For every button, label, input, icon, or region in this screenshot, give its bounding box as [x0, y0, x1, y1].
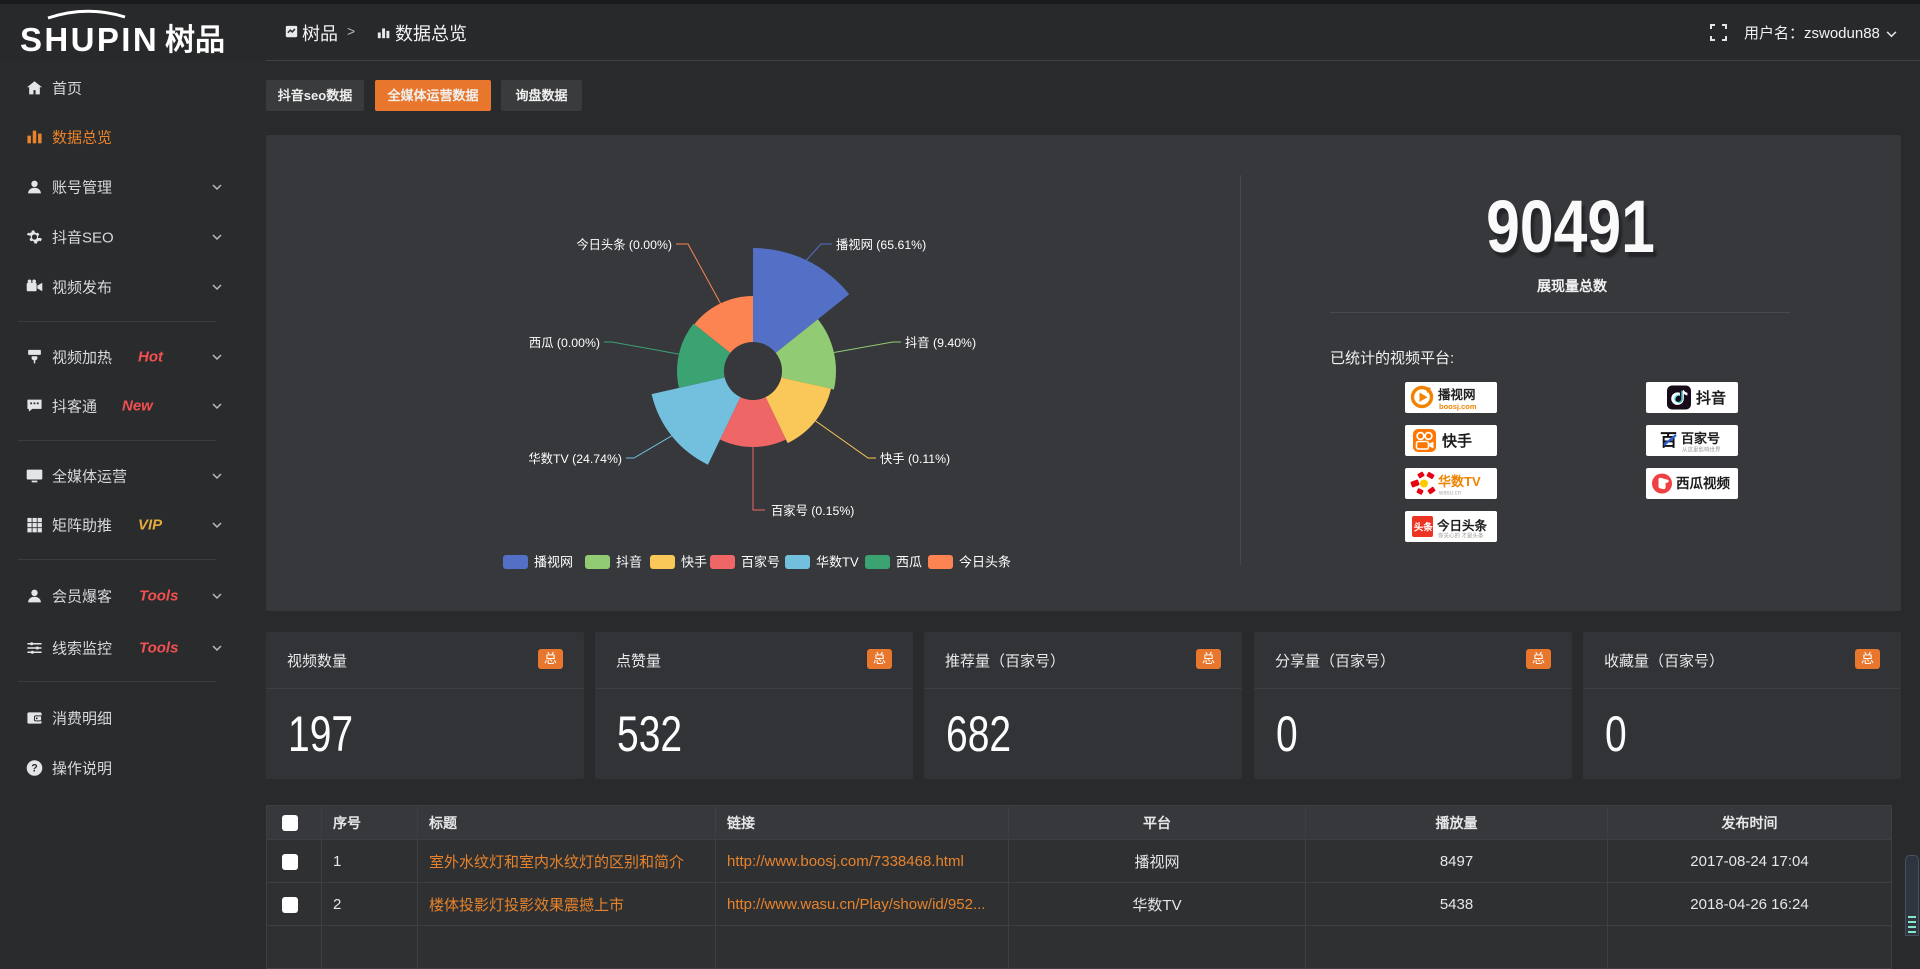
svg-text:播视网 (65.61%): 播视网 (65.61%): [836, 237, 926, 252]
svg-text:boosj.com: boosj.com: [1439, 402, 1477, 411]
svg-text:华数TV (24.74%): 华数TV (24.74%): [528, 451, 622, 466]
svg-text:头条: 头条: [1414, 522, 1434, 534]
svg-text:快手: 快手: [681, 555, 707, 570]
svg-text:播视网: 播视网: [1438, 387, 1476, 402]
svg-text:西瓜: 西瓜: [896, 555, 922, 570]
svg-text:wasu.cn: wasu.cn: [1438, 491, 1461, 497]
svg-text:从这里影响世界: 从这里影响世界: [1682, 446, 1721, 454]
svg-text:今日头条: 今日头条: [959, 555, 1011, 570]
svg-text:抖音: 抖音: [616, 555, 642, 570]
svg-text:播视网: 播视网: [534, 555, 573, 570]
svg-text:华数TV: 华数TV: [816, 555, 859, 570]
svg-text:今日头条: 今日头条: [1436, 518, 1488, 533]
svg-text:抖音 (9.40%): 抖音 (9.40%): [905, 335, 976, 350]
svg-text:今日头条 (0.00%): 今日头条 (0.00%): [576, 237, 672, 252]
svg-text:快手 (0.11%): 快手 (0.11%): [880, 452, 950, 466]
svg-text:SHUPIN: SHUPIN: [20, 21, 159, 58]
svg-text:百家号: 百家号: [741, 555, 780, 570]
svg-text:抖音: 抖音: [1696, 389, 1726, 407]
svg-text:树品: 树品: [165, 24, 225, 57]
svg-text:百家号: 百家号: [1681, 431, 1720, 446]
svg-text:西瓜视频: 西瓜视频: [1676, 475, 1730, 491]
svg-text:?: ?: [31, 763, 37, 775]
svg-text:百家号 (0.15%): 百家号 (0.15%): [771, 503, 854, 518]
svg-text:你关心的 才是头条: 你关心的 才是头条: [1438, 532, 1484, 540]
svg-text:华数TV: 华数TV: [1438, 474, 1481, 489]
svg-text:快手: 快手: [1442, 432, 1472, 450]
svg-text:西瓜 (0.00%): 西瓜 (0.00%): [529, 336, 600, 350]
